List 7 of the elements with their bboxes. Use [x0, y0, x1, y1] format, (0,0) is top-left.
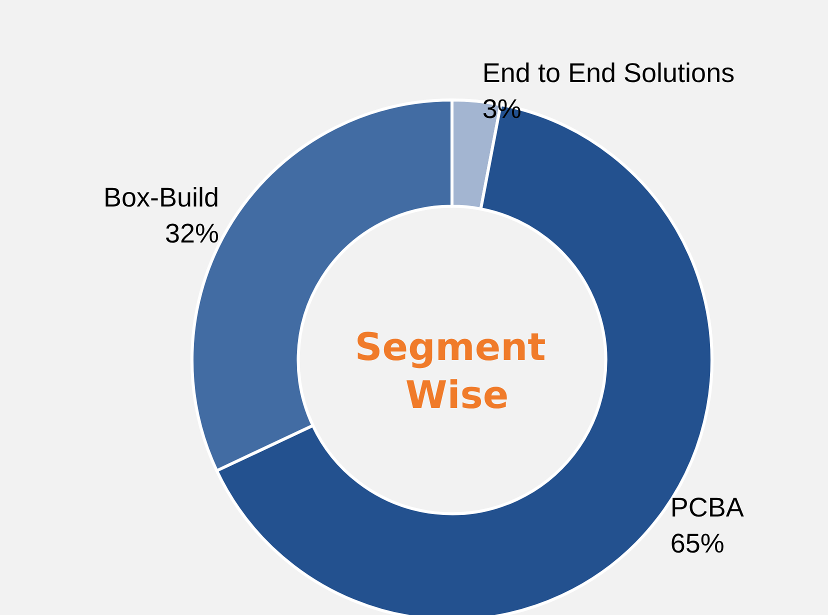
slice-label: End to End Solutions: [482, 58, 735, 88]
slice-label: Box-Build: [103, 182, 220, 212]
text: Segment Wise: [354, 325, 560, 417]
data-label: 3%: [482, 94, 522, 124]
slice-label: PCBA: [670, 492, 744, 522]
data-label: 65%: [670, 528, 724, 558]
data-label: 32%: [164, 218, 220, 248]
